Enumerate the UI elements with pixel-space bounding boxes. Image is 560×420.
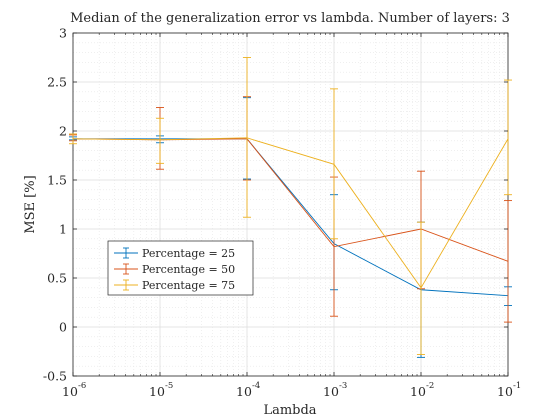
x-tick-label: 10 -6	[62, 381, 86, 399]
y-tick-label: -0.5	[43, 369, 67, 384]
error-bar	[243, 57, 251, 218]
legend-item: Percentage = 25	[114, 247, 235, 260]
x-tick-label-base: 10	[149, 384, 165, 399]
series-line	[72, 137, 509, 289]
legend-label: Percentage = 25	[142, 247, 235, 260]
error-bar	[69, 133, 77, 145]
x-tick-label-base: 10	[323, 384, 339, 399]
x-tick-label-base: 10	[236, 384, 252, 399]
legend-item: Percentage = 50	[114, 263, 235, 276]
error-bar	[504, 79, 512, 196]
y-tick-label: 2.5	[47, 75, 67, 90]
error-bar	[330, 88, 338, 240]
x-tick-label: 10 -2	[410, 381, 434, 399]
legend: Percentage = 25 Percentage = 50 Percentage…	[107, 240, 254, 296]
x-tick-label-base: 10	[62, 384, 78, 399]
x-tick-label: 10 -4	[236, 381, 260, 399]
x-tick-label: 10 -5	[149, 381, 173, 399]
error-bar	[156, 117, 164, 164]
legend-box	[107, 240, 254, 296]
x-tick-label-exponent: -3	[339, 381, 347, 391]
series-line	[73, 138, 509, 297]
x-tick-label-exponent: -6	[78, 381, 86, 391]
legend-item: Percentage = 75	[114, 279, 235, 292]
series-3	[69, 57, 512, 355]
x-tick-label-exponent: -2	[426, 381, 434, 391]
y-tick-label: 2	[59, 124, 67, 139]
error-bar	[417, 221, 425, 355]
legend-label: Percentage = 50	[142, 263, 235, 276]
series-layer	[69, 57, 512, 358]
x-tick-label: 10 -3	[323, 381, 347, 399]
chart-title: Median of the generalization error vs la…	[70, 11, 510, 26]
y-axis-label: MSE [%]	[23, 175, 38, 233]
y-tick-label: 0	[59, 320, 67, 335]
x-tick-label-base: 10	[410, 384, 426, 399]
x-tick-label-exponent: -4	[252, 381, 260, 391]
grid	[72, 32, 509, 377]
x-tick-label-exponent: -1	[513, 381, 521, 391]
legend-label: Percentage = 75	[142, 279, 235, 292]
x-tick-label-base: 10	[497, 384, 513, 399]
x-axis-label: Lambda	[263, 403, 316, 418]
x-tick-label: 10 -1	[497, 381, 521, 399]
y-tick-label: 0.5	[47, 271, 67, 286]
y-tick-label: 1	[59, 222, 67, 237]
y-tick-label: 3	[59, 26, 67, 41]
x-tick-label-exponent: -5	[165, 381, 173, 391]
error-bar	[504, 200, 512, 323]
y-tick-label: 1.5	[47, 173, 67, 188]
